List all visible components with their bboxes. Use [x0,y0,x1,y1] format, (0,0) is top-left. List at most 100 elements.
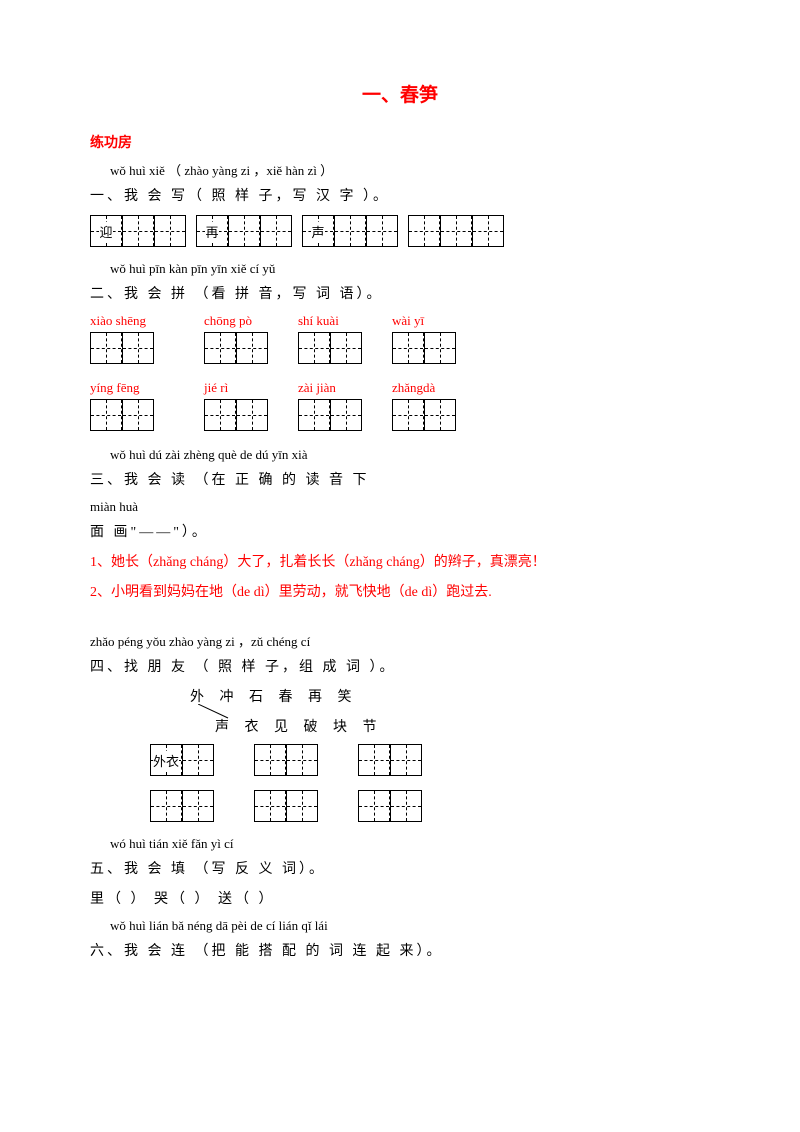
pinyin-label: chōng pò [204,313,268,329]
page-title: 一、春笋 [90,80,710,107]
box-group [358,744,422,776]
word-unit: zài jiàn [298,380,362,431]
char-box[interactable] [393,400,424,430]
char-box[interactable] [255,791,286,821]
box-group [408,215,504,247]
char-box[interactable] [286,791,317,821]
box-group: 声 [302,215,398,247]
sec3-item2: 2、小明看到妈妈在地（de dì）里劳动，就飞快地（de dì）跑过去. [90,581,710,601]
char-box[interactable] [299,333,330,363]
char-box[interactable] [424,333,455,363]
word-unit: xiào shēng [90,313,154,364]
sec1-boxes: 迎 再 声 [90,215,710,247]
sec3-text2: 面 画"——"）。 [90,521,710,541]
sec5-text: 五、我 会 填 （写 反 义 词）。 [90,858,710,878]
char-box[interactable] [334,216,366,246]
char-box[interactable] [359,745,390,775]
sec4-boxes-row1: 外衣 [150,744,710,776]
word-unit: yíng fēng [90,380,154,431]
char-box[interactable] [205,333,236,363]
sec6-pinyin: wǒ huì lián bǎ néng dā pèi de cí lián qǐ… [110,918,710,934]
box-group [392,332,456,364]
pinyin-label: wài yī [392,313,456,329]
sec2-row2: yíng fēng jié rì zài jiàn zhǎngdà [90,380,710,431]
char-box[interactable] [286,745,317,775]
char-box[interactable] [390,745,421,775]
char-box[interactable] [236,333,267,363]
char-box[interactable] [154,216,185,246]
sec1-pinyin: wǒ huì xiě （ zhào yàng zi ，xiě hàn zì ） [110,160,710,179]
sec2-row1: xiào shēng chōng pò shí kuài wài yī [90,313,710,364]
char-box[interactable] [330,333,361,363]
char-box[interactable] [122,400,153,430]
sec4-boxes-row2 [150,790,710,822]
sec3-text1: 三、我 会 读 （在 正 确 的 读 音 下 [90,469,710,489]
sec5-items: 里（ ） 哭（ ） 送（ ） [90,888,710,908]
sec6-text: 六、我 会 连 （把 能 搭 配 的 词 连 起 来）。 [90,940,710,960]
char-box[interactable] [366,216,397,246]
char-box[interactable] [472,216,503,246]
char-box[interactable] [393,333,424,363]
box-group [298,332,362,364]
char-box[interactable] [91,400,122,430]
char-box[interactable] [424,400,455,430]
box-group: 迎 [90,215,186,247]
char-box[interactable] [91,333,122,363]
box-group [204,332,268,364]
sec3-pinyin1: wǒ huì dú zài zhèng què de dú yīn xià [110,447,710,463]
sec2-pinyin: wǒ huì pīn kàn pīn yīn xiě cí yǔ [110,261,710,277]
sec4-text: 四、找 朋 友 （ 照 样 子，组 成 词 ）。 [90,656,710,676]
sec1-text: 一、我 会 写（ 照 样 子，写 汉 字 ）。 [90,185,710,205]
word-unit: shí kuài [298,313,362,364]
sec3-item1: 1、她长（zhǎng cháng）大了，扎着长长（zhǎng cháng）的辫子… [90,551,710,571]
char-box[interactable] [440,216,472,246]
char-box[interactable] [390,791,421,821]
box-group [90,399,154,431]
word-unit: zhǎngdà [392,380,456,431]
sec5-pinyin: wó huì tián xiě fǎn yì cí [110,836,710,852]
char-box[interactable] [299,400,330,430]
box-group [254,790,318,822]
box-group [150,790,214,822]
pinyin-label: jié rì [204,380,268,396]
char-box[interactable] [228,216,260,246]
box-group [298,399,362,431]
box-group [392,399,456,431]
box-group [358,790,422,822]
box-group [204,399,268,431]
char-box: 迎 [91,216,122,246]
char-box[interactable] [255,745,286,775]
subtitle: 练功房 [90,132,710,152]
pinyin-label: zhǎngdà [392,380,456,396]
pinyin-label: xiào shēng [90,313,154,329]
sec4-chars1: 外 冲 石 春 再 笑 [190,686,710,706]
char-box: 外衣 [151,745,182,775]
char-box[interactable] [151,791,182,821]
char-box[interactable] [182,745,213,775]
worksheet-page: 一、春笋 练功房 wǒ huì xiě （ zhào yàng zi ，xiě … [0,0,800,1010]
box-group: 再 [196,215,292,247]
sec4-pinyin: zhǎo péng yǒu zhào yàng zi ，zǔ chéng cí [90,631,710,650]
box-group [90,332,154,364]
char-box[interactable] [260,216,291,246]
match-line-icon [198,704,258,720]
char-box[interactable] [205,400,236,430]
char-box[interactable] [409,216,440,246]
sec4-chars2: 声 衣 见 破 块 节 [215,716,710,736]
word-unit: jié rì [204,380,268,431]
sec3-pinyin2: miàn huà [90,499,710,515]
char-box: 再 [197,216,228,246]
word-unit: chōng pò [204,313,268,364]
word-unit: wài yī [392,313,456,364]
char-box[interactable] [182,791,213,821]
pinyin-label: yíng fēng [90,380,154,396]
box-group: 外衣 [150,744,214,776]
char-box[interactable] [236,400,267,430]
char-box[interactable] [122,333,153,363]
pinyin-label: zài jiàn [298,380,362,396]
sec4-matching: 外 冲 石 春 再 笑 声 衣 见 破 块 节 [90,686,710,736]
pinyin-label: shí kuài [298,313,362,329]
char-box[interactable] [330,400,361,430]
char-box[interactable] [122,216,154,246]
char-box[interactable] [359,791,390,821]
